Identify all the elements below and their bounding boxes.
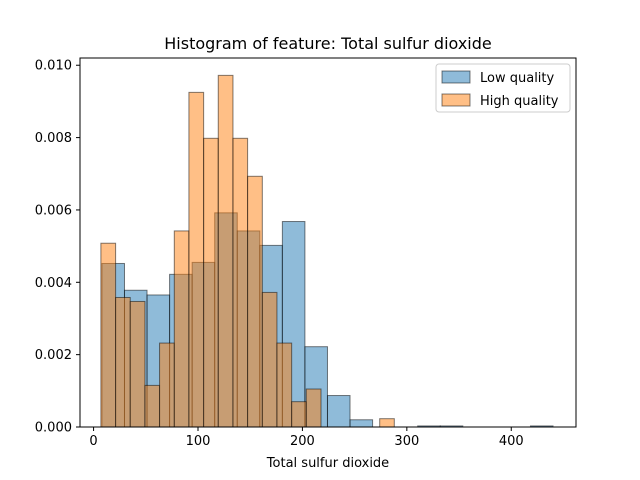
y-tick-label: 0.000 xyxy=(35,421,72,436)
bar-high-quality-4 xyxy=(159,342,175,428)
bar-high-quality-6 xyxy=(188,91,205,428)
legend-label-low-quality: Low quality xyxy=(480,71,555,86)
bar-high-quality-8 xyxy=(217,74,234,428)
bar-low-quality-11 xyxy=(349,419,374,428)
legend-swatch-high-quality xyxy=(441,93,471,107)
axes-group: 0 100 200 300 400 0.000 0.002 0.004 0.006 0.008 0.… xyxy=(35,57,577,449)
bar-low-quality-10 xyxy=(326,395,351,428)
y-tick-label: 0.004 xyxy=(35,276,72,291)
bar-high-quality-13 xyxy=(291,401,307,428)
x-tick-label: 400 xyxy=(499,434,524,449)
bar-high-quality-2 xyxy=(129,300,146,428)
y-tick-label: 0.002 xyxy=(35,348,72,363)
y-tick-label: 0.008 xyxy=(35,131,72,146)
x-axis-label: Total sulfur dioxide xyxy=(266,456,389,471)
bar-high-quality-9 xyxy=(232,137,249,428)
y-tick-label: 0.010 xyxy=(35,59,72,74)
legend-swatch-low-quality xyxy=(441,70,471,84)
x-tick-label: 0 xyxy=(89,434,97,449)
legend-label-high-quality: High quality xyxy=(480,94,559,109)
bar-high-quality-19 xyxy=(379,418,395,428)
x-tick-label: 200 xyxy=(290,434,315,449)
bar-high-quality-0 xyxy=(100,242,117,428)
bar-high-quality-11 xyxy=(261,291,278,428)
plot-frame xyxy=(79,57,577,428)
legend: Low quality High quality xyxy=(435,63,571,113)
bar-high-quality-1 xyxy=(115,296,131,428)
bar-high-quality-10 xyxy=(247,175,263,428)
bar-high-quality-7 xyxy=(203,137,219,428)
bars-group xyxy=(100,74,554,428)
bar-high-quality-12 xyxy=(276,342,293,428)
bar-high-quality-14 xyxy=(305,388,322,428)
bar-high-quality-5 xyxy=(173,230,190,428)
x-tick-label: 100 xyxy=(186,434,211,449)
bar-high-quality-3 xyxy=(144,384,161,428)
x-tick-label: 300 xyxy=(394,434,419,449)
chart-title: Histogram of feature: Total sulfur dioxi… xyxy=(164,34,491,53)
y-tick-label: 0.006 xyxy=(35,203,72,218)
